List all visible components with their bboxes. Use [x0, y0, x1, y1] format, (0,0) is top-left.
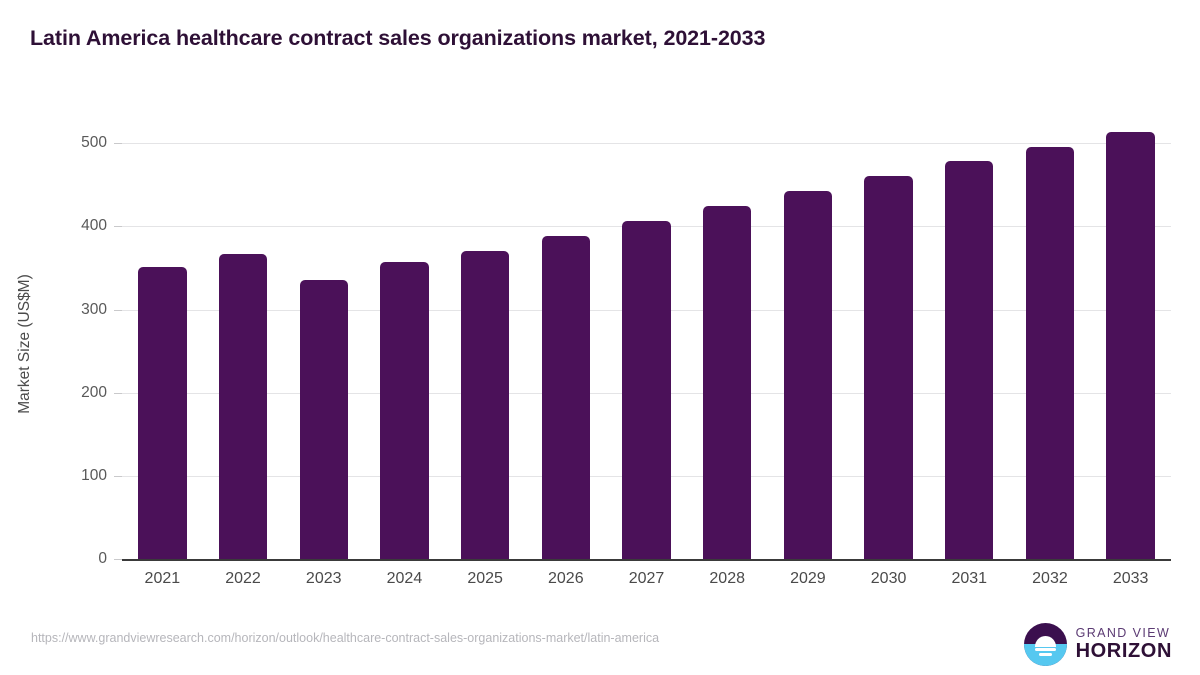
x-axis-tick: 2022 — [225, 570, 261, 587]
bar[interactable] — [218, 253, 268, 559]
bar[interactable] — [541, 236, 590, 559]
source-url[interactable]: https://www.grandviewresearch.com/horizo… — [31, 631, 660, 645]
gridline — [122, 143, 1171, 145]
logo-bar-upper — [1034, 648, 1056, 652]
logo-brand-top: GRAND VIEW — [1075, 625, 1171, 640]
bar[interactable] — [622, 221, 671, 559]
bar[interactable] — [460, 251, 510, 559]
logo-bar-lower — [1038, 653, 1052, 657]
y-axis-tick-mark — [114, 143, 122, 145]
x-axis-tick: 2021 — [144, 570, 181, 587]
y-axis-title: Market Size (US$M) — [16, 274, 33, 414]
x-axis-tick: 2031 — [951, 570, 988, 587]
y-axis-tick: 0 — [98, 550, 107, 567]
y-axis-tick-mark — [114, 309, 122, 311]
x-axis-tick: 2023 — [305, 570, 342, 587]
bar[interactable] — [1025, 146, 1075, 559]
x-axis-tick: 2024 — [386, 570, 423, 587]
y-axis-tick: 200 — [81, 383, 107, 401]
plot-area — [122, 110, 1171, 559]
logo-dome-shape — [1034, 636, 1056, 648]
horizon-sun-icon — [1023, 622, 1067, 666]
x-axis-tick: 2032 — [1032, 570, 1068, 587]
x-axis-tick: 2027 — [628, 570, 665, 587]
bar[interactable] — [864, 175, 913, 559]
bar[interactable] — [138, 267, 187, 559]
bar[interactable] — [702, 205, 752, 559]
y-axis-tick: 300 — [81, 300, 107, 318]
grand-view-horizon-logo[interactable]: GRAND VIEW HORIZON — [1023, 622, 1172, 666]
y-axis-tick-mark — [114, 475, 122, 477]
bar[interactable] — [299, 280, 348, 559]
bar[interactable] — [1106, 131, 1155, 559]
y-axis-tick-mark — [114, 559, 122, 560]
x-axis-line — [122, 559, 1171, 561]
bar[interactable] — [945, 160, 994, 559]
logo-text: GRAND VIEW HORIZON — [1076, 626, 1172, 663]
x-axis-tick: 2033 — [1112, 570, 1149, 587]
logo-brand-bottom: HORIZON — [1075, 640, 1172, 663]
x-axis-tick: 2029 — [790, 570, 826, 587]
y-axis-tick: 500 — [81, 134, 107, 152]
y-axis-tick-mark — [114, 226, 122, 228]
bar[interactable] — [380, 262, 429, 559]
chart-title: Latin America healthcare contract sales … — [30, 26, 766, 50]
y-axis-tick: 400 — [81, 217, 107, 235]
bar[interactable] — [783, 190, 833, 559]
x-axis-tick: 2026 — [548, 570, 584, 587]
x-axis-tick: 2025 — [467, 570, 503, 587]
x-axis-tick: 2030 — [870, 570, 907, 587]
y-axis-tick-mark — [114, 392, 122, 394]
y-axis-tick: 100 — [81, 466, 107, 484]
x-axis-tick: 2028 — [709, 570, 745, 587]
